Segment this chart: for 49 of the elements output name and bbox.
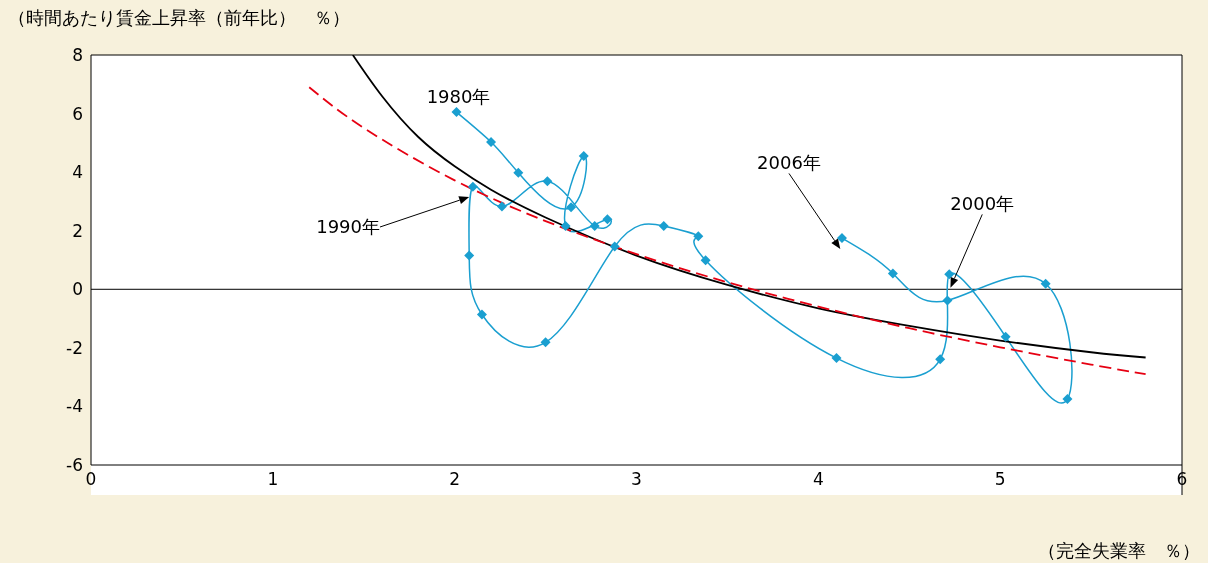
x-tick-label: 4 [812, 469, 824, 490]
point [496, 201, 507, 212]
point [700, 255, 711, 266]
point [589, 221, 600, 232]
point [887, 268, 898, 279]
point [942, 295, 953, 306]
y-tick-label: -2 [66, 337, 83, 358]
y-tick-label: 6 [72, 103, 83, 124]
point [540, 337, 551, 348]
point [1040, 278, 1051, 289]
line-series [308, 86, 1147, 376]
point [1000, 331, 1011, 342]
x-axis-title: （完全失業率 ％） [1038, 540, 1200, 561]
y-tick-label: 2 [72, 220, 83, 241]
point [464, 250, 475, 261]
x-tick-label: 0 [85, 469, 97, 490]
point [542, 176, 553, 187]
point [486, 136, 497, 147]
point [609, 241, 620, 252]
x-tick-label: 1 [267, 469, 279, 490]
point [693, 231, 704, 242]
point [451, 107, 462, 118]
point [560, 221, 571, 232]
x-tick-label: 2 [449, 469, 461, 490]
point [836, 233, 847, 244]
point [476, 309, 487, 320]
point [1062, 394, 1073, 405]
point [566, 202, 577, 213]
point [658, 221, 669, 232]
y-tick-label: -4 [66, 396, 83, 417]
annotation: 1990年 [316, 216, 380, 237]
point [935, 354, 946, 365]
y-tick-label: 4 [72, 162, 83, 183]
y-tick-label: 0 [72, 279, 83, 300]
y-axis-title: （時間あたり賃金上昇率（前年比） ％） [8, 7, 350, 28]
y-tick-label: 8 [72, 45, 83, 66]
point [578, 151, 589, 162]
annotation: 2000年 [950, 193, 1015, 215]
x-tick-label: 3 [631, 469, 642, 490]
x-tick-label: 6 [1176, 469, 1188, 490]
point [944, 269, 955, 280]
annotation: 2006年 [757, 152, 821, 174]
x-tick-label: 5 [994, 469, 1006, 490]
point [831, 353, 842, 364]
point [602, 214, 613, 225]
y-tick-label: -6 [66, 455, 83, 476]
point [513, 167, 524, 178]
annotation: 1980年 [426, 86, 491, 108]
point [467, 181, 478, 192]
